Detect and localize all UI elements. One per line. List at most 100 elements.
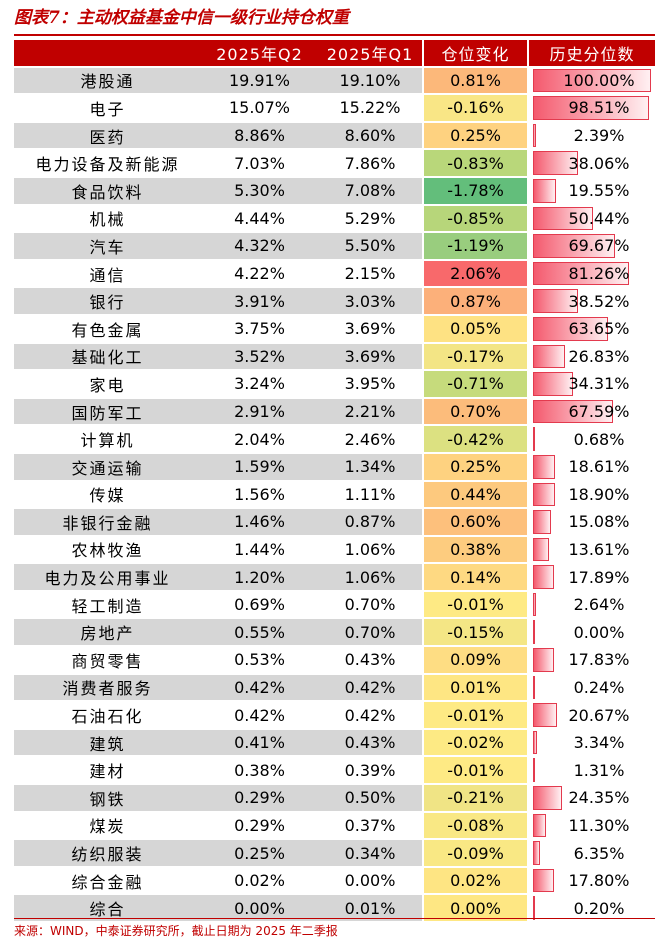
q1-weight-cell: 0.50% [318, 785, 422, 811]
q2-weight-cell: 0.42% [201, 674, 318, 701]
table-row: 建筑 0.41% 0.43% -0.02% 3.34% [14, 729, 655, 756]
industry-cell: 电力及公用事业 [14, 564, 201, 590]
q1-weight-cell: 0.87% [318, 509, 422, 535]
q2-weight-cell: 4.22% [234, 264, 285, 284]
change-cell: -0.21% [422, 785, 527, 811]
percentile-value: 3.34% [573, 733, 625, 753]
q1-weight-cell: 1.06% [344, 539, 396, 559]
percentile-value: 24.35% [568, 788, 630, 808]
percentile-bar [533, 730, 537, 755]
q1-weight-cell: 0.00% [344, 871, 396, 891]
q1-weight-cell: 1.11% [344, 484, 396, 504]
table-row: 传媒 1.56% 1.11% 0.44% 18.90% [14, 481, 655, 508]
q2-weight-cell: 8.86% [201, 122, 318, 149]
q2-weight-cell: 3.75% [234, 319, 285, 339]
percentile-value: 13.61% [568, 539, 630, 559]
q1-weight-cell: 7.08% [318, 177, 422, 204]
change-cell: -0.08% [422, 812, 527, 839]
q1-weight-cell: 2.46% [344, 429, 396, 449]
q1-weight-cell: 1.34% [318, 453, 422, 480]
percentile-bar [533, 896, 535, 920]
q1-weight-cell: 0.70% [344, 595, 396, 615]
table-row: 基础化工 3.52% 3.69% -0.17% 26.83% [14, 343, 655, 370]
percentile-bar [533, 510, 551, 534]
change-cell: 0.87% [422, 288, 527, 314]
change-cell: -0.01% [422, 702, 527, 728]
q2-weight-cell: 0.53% [234, 650, 285, 670]
percentile-cell: 24.35% [527, 785, 655, 811]
percentile-cell: 17.89% [527, 564, 655, 590]
percentile-bar [533, 648, 555, 672]
industry-cell: 农林牧渔 [71, 541, 144, 561]
percentile-cell: 18.61% [527, 453, 655, 480]
industry-cell: 建筑 [14, 729, 201, 756]
q1-weight-cell: 0.01% [318, 895, 422, 921]
table-row: 汽车 4.32% 5.50% -1.19% 69.67% [14, 233, 655, 259]
header-q1: 2025年Q1 [318, 40, 422, 66]
change-cell: 0.25% [422, 122, 527, 149]
table-row: 综合金融 0.02% 0.00% 0.02% 17.80% [14, 867, 655, 894]
industry-cell: 家电 [89, 375, 126, 395]
percentile-bar [533, 675, 535, 700]
q1-weight-cell: 3.69% [318, 343, 422, 370]
percentile-value: 18.90% [568, 484, 630, 504]
industry-cell: 电力设备及新能源 [35, 155, 180, 175]
table-row: 商贸零售 0.53% 0.43% 0.09% 17.83% [14, 647, 655, 673]
q2-weight-cell: 0.69% [234, 595, 285, 615]
change-cell: 0.25% [422, 453, 527, 480]
industry-cell: 电子 [89, 99, 126, 119]
q1-weight-cell: 0.43% [344, 650, 396, 670]
q2-weight-cell: 0.25% [201, 840, 318, 866]
percentile-value: 2.39% [573, 126, 625, 146]
percentile-cell: 63.65% [527, 315, 655, 342]
table-row: 建材 0.38% 0.39% -0.01% 1.31% [14, 757, 655, 784]
percentile-value: 19.55% [568, 181, 630, 201]
q1-weight-cell: 0.70% [318, 619, 422, 646]
industry-cell: 有色金属 [71, 320, 144, 340]
q1-weight-cell: 3.95% [344, 374, 396, 394]
change-cell: 0.09% [422, 647, 527, 673]
percentile-value: 100.00% [563, 70, 635, 90]
percentile-value: 26.83% [568, 346, 630, 366]
industry-cell: 食品饮料 [14, 177, 201, 204]
percentile-value: 17.89% [568, 567, 630, 587]
q1-weight-cell: 2.15% [344, 264, 396, 284]
percentile-value: 67.59% [568, 402, 630, 422]
percentile-cell: 0.24% [527, 674, 655, 701]
q1-weight-cell: 0.37% [344, 815, 396, 835]
percentile-bar [533, 316, 609, 341]
percentile-cell: 38.52% [527, 288, 655, 314]
q2-weight-cell: 5.30% [201, 177, 318, 204]
industry-cell: 煤炭 [89, 817, 126, 837]
industry-cell: 钢铁 [14, 785, 201, 811]
percentile-cell: 34.31% [527, 371, 655, 397]
q2-weight-cell: 4.32% [201, 233, 318, 259]
q2-weight-cell: 1.56% [234, 484, 285, 504]
percentile-cell: 81.26% [527, 260, 655, 287]
industry-cell: 商贸零售 [71, 651, 144, 671]
percentile-cell: 18.90% [527, 481, 655, 508]
q2-weight-cell: 4.44% [234, 208, 285, 228]
percentile-cell: 0.00% [527, 619, 655, 646]
q2-weight-cell: 3.52% [201, 343, 318, 370]
percentile-cell: 17.80% [527, 867, 655, 894]
change-cell: -0.01% [422, 591, 527, 618]
percentile-cell: 38.06% [527, 150, 655, 176]
q1-weight-cell: 5.50% [318, 233, 422, 259]
table-row: 有色金属 3.75% 3.69% 0.05% 63.65% [14, 315, 655, 342]
percentile-cell: 1.31% [527, 757, 655, 784]
change-cell: 0.60% [422, 509, 527, 535]
table-row: 通信 4.22% 2.15% 2.06% 81.26% [14, 260, 655, 287]
change-cell: -0.15% [422, 619, 527, 646]
percentile-bar [533, 537, 550, 562]
header-industry [14, 40, 201, 66]
percentile-value: 34.31% [568, 374, 630, 394]
percentile-value: 38.52% [568, 291, 630, 311]
percentile-bar [533, 96, 650, 120]
change-cell: 0.81% [422, 67, 527, 94]
percentile-bar [533, 372, 574, 396]
percentile-value: 11.30% [568, 815, 630, 835]
q1-weight-cell: 0.42% [318, 674, 422, 701]
percentile-cell: 3.34% [527, 729, 655, 756]
change-cell: 0.02% [422, 867, 527, 894]
